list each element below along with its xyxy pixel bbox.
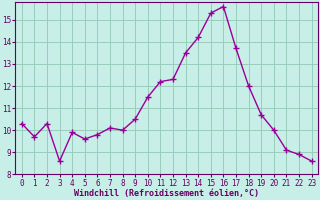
X-axis label: Windchill (Refroidissement éolien,°C): Windchill (Refroidissement éolien,°C) (74, 189, 259, 198)
